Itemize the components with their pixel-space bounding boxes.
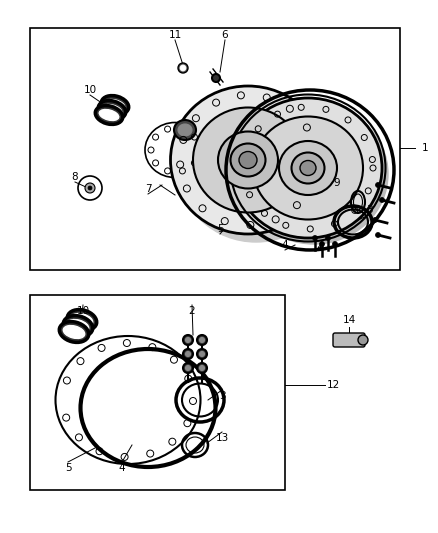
Circle shape (319, 241, 325, 246)
Text: 9: 9 (334, 178, 340, 188)
Ellipse shape (98, 101, 126, 119)
Ellipse shape (193, 108, 303, 213)
Circle shape (186, 337, 191, 343)
Ellipse shape (71, 313, 93, 326)
Text: 1: 1 (422, 143, 428, 153)
Text: 2: 2 (189, 306, 195, 316)
Circle shape (186, 366, 191, 370)
Ellipse shape (95, 106, 123, 124)
Ellipse shape (358, 335, 368, 345)
Ellipse shape (253, 117, 363, 220)
Ellipse shape (101, 95, 129, 115)
Circle shape (332, 241, 338, 246)
Circle shape (88, 186, 92, 190)
Bar (30, 28, 400, 270)
Text: 3: 3 (366, 205, 372, 215)
Circle shape (183, 335, 193, 345)
Circle shape (199, 351, 205, 357)
Circle shape (372, 217, 378, 222)
Text: 12: 12 (326, 380, 339, 390)
Text: 4: 4 (119, 463, 125, 473)
Ellipse shape (67, 310, 97, 330)
Text: 11: 11 (168, 30, 182, 40)
Ellipse shape (63, 326, 85, 338)
Ellipse shape (234, 98, 382, 238)
Ellipse shape (170, 86, 325, 234)
Circle shape (379, 198, 385, 203)
Text: 2: 2 (317, 240, 323, 250)
Ellipse shape (230, 143, 265, 176)
Ellipse shape (300, 160, 316, 175)
Ellipse shape (292, 152, 325, 183)
Circle shape (85, 183, 95, 193)
Ellipse shape (178, 124, 192, 136)
Ellipse shape (279, 141, 337, 195)
Ellipse shape (239, 151, 257, 168)
Text: 5: 5 (65, 463, 71, 473)
Circle shape (199, 337, 205, 343)
Text: 14: 14 (343, 315, 356, 325)
Circle shape (178, 63, 188, 73)
Ellipse shape (99, 109, 119, 120)
Text: 7: 7 (145, 184, 151, 194)
Circle shape (183, 363, 193, 373)
Circle shape (199, 366, 205, 370)
Text: 3: 3 (219, 391, 225, 401)
Text: 6: 6 (222, 30, 228, 40)
Text: 8: 8 (72, 172, 78, 182)
Circle shape (197, 349, 207, 359)
FancyBboxPatch shape (333, 333, 365, 347)
Ellipse shape (105, 100, 125, 110)
Bar (30, 295, 285, 490)
Text: 5: 5 (217, 224, 223, 234)
Circle shape (312, 236, 318, 240)
Circle shape (375, 232, 381, 238)
Text: 13: 13 (215, 433, 229, 443)
Ellipse shape (67, 320, 89, 333)
Text: 10: 10 (83, 85, 96, 95)
Circle shape (197, 335, 207, 345)
Text: 10: 10 (77, 306, 89, 316)
Circle shape (180, 65, 186, 71)
Circle shape (197, 363, 207, 373)
Ellipse shape (102, 104, 122, 116)
Circle shape (183, 349, 193, 359)
Ellipse shape (174, 120, 196, 140)
Ellipse shape (59, 321, 89, 342)
Text: 4: 4 (282, 240, 288, 250)
Circle shape (186, 351, 191, 357)
Ellipse shape (240, 104, 388, 244)
Circle shape (325, 236, 331, 240)
Ellipse shape (179, 94, 333, 242)
Ellipse shape (63, 316, 93, 336)
Ellipse shape (218, 132, 278, 189)
Circle shape (212, 74, 220, 82)
Circle shape (375, 182, 381, 188)
